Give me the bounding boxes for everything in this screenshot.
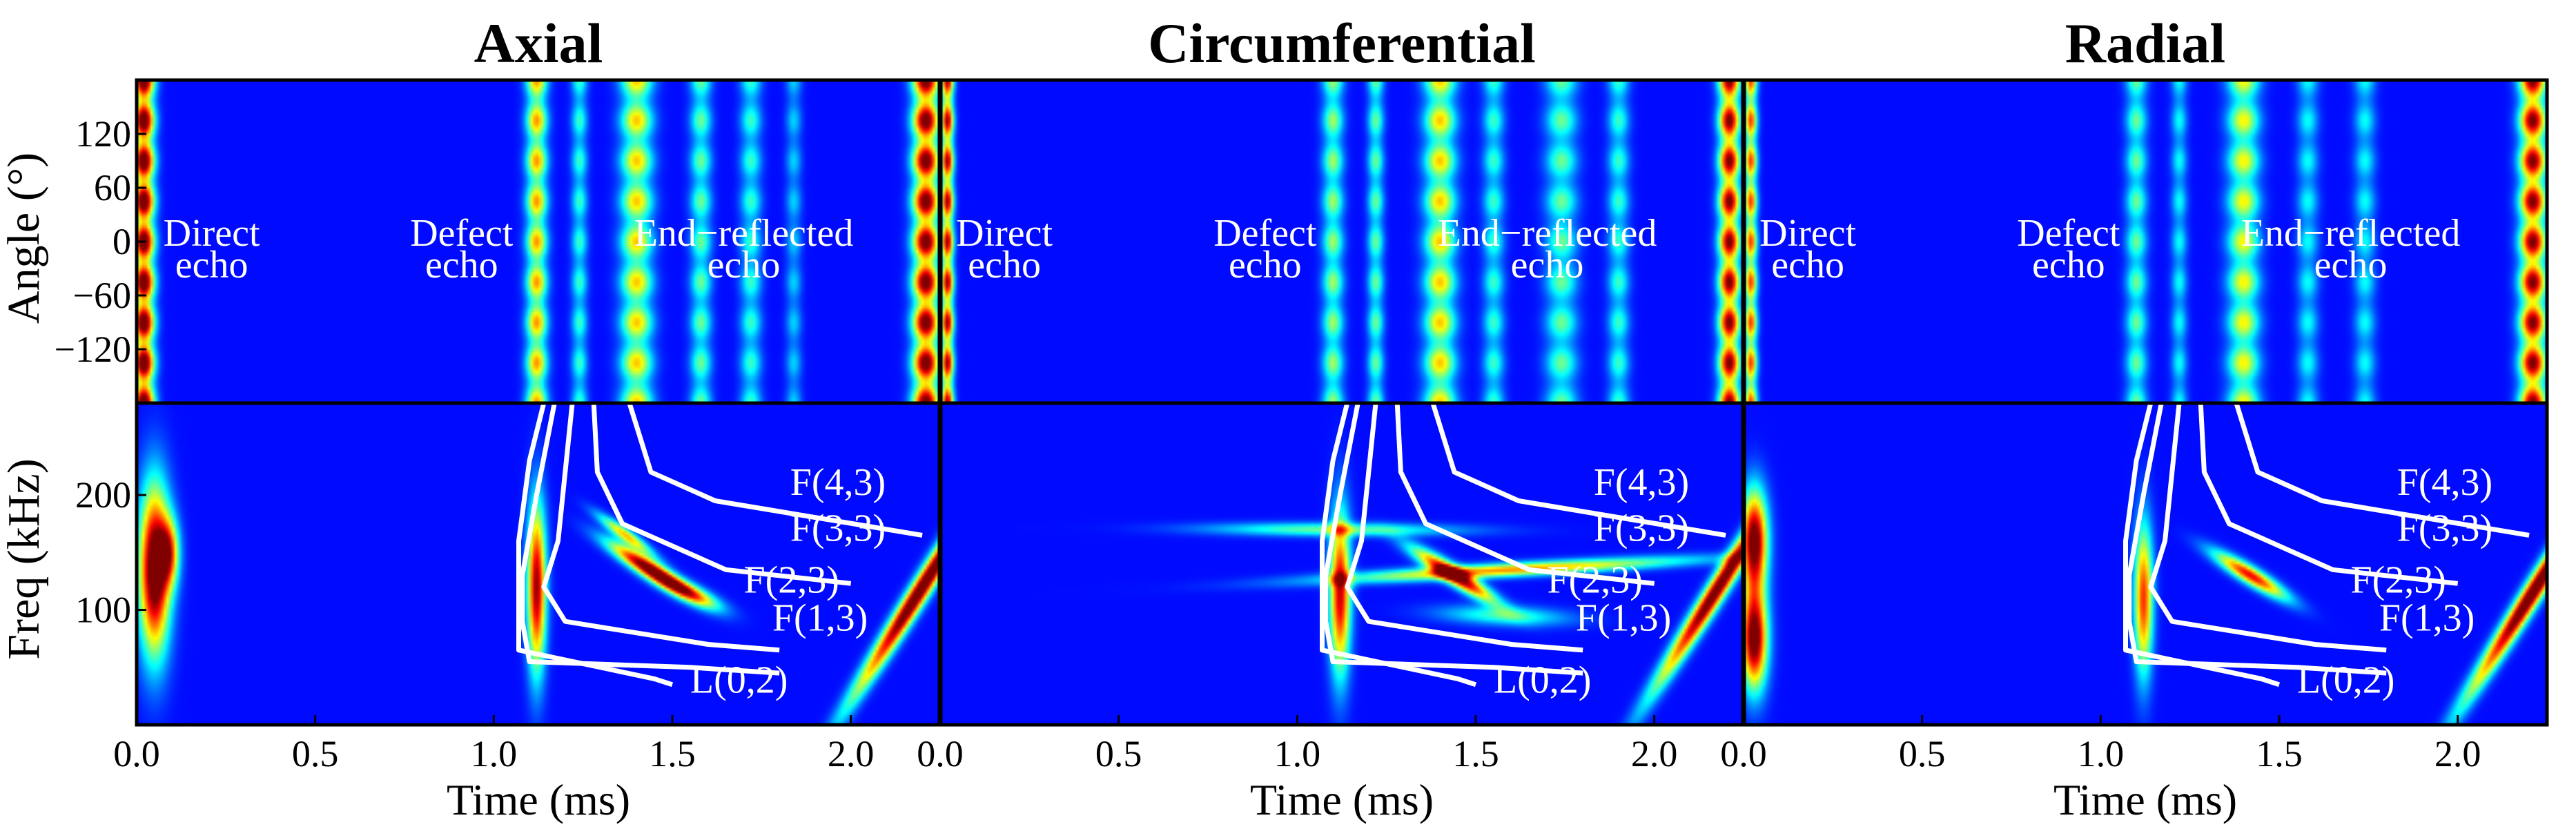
heatmap-image — [1744, 403, 2547, 725]
x-tick-label: 0.5 — [1899, 733, 1946, 774]
mode-label: F(4,3) — [790, 461, 886, 504]
mode-label: F(1,3) — [2379, 597, 2475, 640]
y-tick-label: 100 — [75, 589, 131, 631]
echo-annotation: Defect echo — [1213, 212, 1317, 286]
y-axis-label-bottom: Freq (kHz) — [0, 458, 49, 659]
y-tick-label: −60 — [73, 275, 131, 316]
x-tick-label: 1.0 — [2078, 733, 2125, 774]
mode-label: F(3,3) — [2397, 507, 2492, 550]
mode-label: F(2,3) — [1548, 559, 1643, 602]
echo-annotation: Direct echo — [1759, 212, 1856, 286]
heatmap-image — [137, 80, 940, 403]
mode-curve-2 — [541, 403, 780, 653]
y-tick-label: 60 — [94, 167, 131, 208]
x-tick-label: 0.5 — [292, 733, 339, 774]
mode-label: F(1,3) — [1576, 597, 1671, 640]
column-title-radial: Radial — [2065, 12, 2225, 75]
echo-annotation: End−reflected echo — [2241, 212, 2461, 286]
mode-label: F(3,3) — [1594, 507, 1689, 550]
heatmap-image — [940, 403, 1744, 725]
mode-curve-0 — [1430, 403, 1726, 538]
mode-curve-3 — [520, 403, 780, 676]
heatmap-image — [137, 403, 940, 725]
x-tick-label: 1.5 — [2256, 733, 2303, 774]
annotations-layer: Direct echo Defect echo End−reflected echo Dir… — [164, 212, 2461, 286]
angle-panel-radial — [1744, 80, 2547, 403]
x-tick-label: 0.0 — [113, 733, 160, 774]
mode-label: L(0,2) — [690, 659, 788, 701]
mode-curve-2 — [1345, 403, 1583, 653]
echo-annotation: Defect echo — [2017, 212, 2120, 286]
y-tick-label: 120 — [75, 113, 131, 155]
axes-layer: Angle (°) Freq (kHz) Axial 120 60 0 −60 −120 C… — [0, 12, 2481, 824]
mode-label: L(0,2) — [2297, 659, 2395, 701]
mode-curve-3 — [1323, 403, 1583, 676]
x-tick-label: 1.0 — [471, 733, 518, 774]
x-tick-label: 0.0 — [1720, 733, 1767, 774]
x-tick-label: 2.0 — [1631, 733, 1678, 774]
column-title-axial: Axial — [474, 12, 603, 75]
mode-label: F(1,3) — [772, 597, 868, 640]
x-tick-label: 2.0 — [828, 733, 875, 774]
x-tick-label: 1.0 — [1274, 733, 1321, 774]
mode-curve-2 — [2148, 403, 2387, 653]
mode-label: F(2,3) — [2351, 559, 2446, 602]
y-tick-label: −120 — [55, 329, 131, 370]
x-tick-label: 1.5 — [649, 733, 696, 774]
heatmap-image — [1744, 80, 2547, 403]
mode-curve-3 — [2127, 403, 2387, 676]
mode-curve-0 — [2234, 403, 2530, 538]
mode-curve-1 — [591, 403, 852, 586]
y-axis-label-top: Angle (°) — [0, 153, 49, 324]
mode-curve-0 — [627, 403, 923, 538]
echo-annotation: Direct echo — [956, 212, 1053, 286]
x-axis-label: Time (ms) — [447, 775, 630, 824]
mode-label: F(4,3) — [1594, 461, 1689, 504]
mode-label: L(0,2) — [1494, 659, 1592, 701]
mode-curve-1 — [2198, 403, 2459, 586]
echo-annotation: End−reflected echo — [1438, 212, 1657, 286]
angle-panel-axial — [137, 80, 940, 403]
x-tick-label: 0.0 — [917, 733, 964, 774]
mode-label: F(4,3) — [2397, 461, 2492, 504]
mode-curve-1 — [1394, 403, 1655, 586]
y-tick-label: 0 — [113, 221, 131, 262]
frames-layer — [135, 78, 2549, 727]
mode-label: F(3,3) — [790, 507, 886, 550]
freq-panel-circumferential: F(4,3)F(3,3) F(2,3)F(1,3) L(0,2) — [940, 403, 1744, 725]
mode-curve-4 — [516, 403, 674, 688]
y-tick-label: 200 — [75, 474, 131, 516]
heatmap-image — [940, 80, 1744, 403]
mode-curve-4 — [1320, 403, 1477, 688]
mode-label: F(2,3) — [744, 559, 839, 602]
x-tick-label: 0.5 — [1095, 733, 1142, 774]
x-axis-label: Time (ms) — [2053, 775, 2237, 824]
echo-annotation: Direct echo — [164, 212, 260, 286]
column-title-circumferential: Circumferential — [1148, 12, 1536, 75]
angle-panel-circumferential — [940, 80, 1744, 403]
x-tick-label: 1.5 — [1452, 733, 1499, 774]
panels-layer: F(4,3)F(3,3)F(2,3)F(1,3)L(0,2)F(4,3)F(3,… — [137, 80, 2547, 725]
echo-annotation: End−reflected echo — [634, 212, 854, 286]
freq-panel-radial: F(4,3)F(3,3) F(2,3)F(1,3) L(0,2) — [1744, 403, 2547, 725]
mode-curve-4 — [2123, 403, 2281, 688]
freq-panel-axial: F(4,3)F(3,3) F(2,3)F(1,3) L(0,2) — [137, 403, 940, 725]
echo-annotation: Defect echo — [410, 212, 514, 286]
x-axis-label: Time (ms) — [1250, 775, 1434, 824]
x-tick-label: 2.0 — [2434, 733, 2481, 774]
